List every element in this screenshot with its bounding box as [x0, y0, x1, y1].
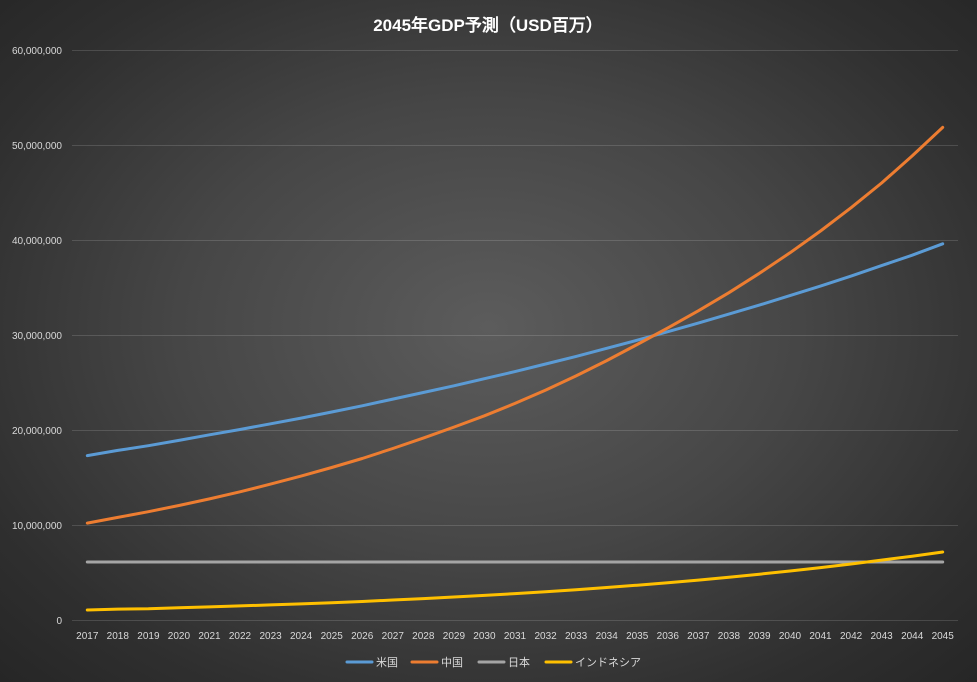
- x-tick-label: 2041: [809, 631, 832, 642]
- y-tick-label: 50,000,000: [12, 141, 62, 152]
- x-tick-label: 2043: [870, 631, 893, 642]
- y-tick-label: 0: [56, 616, 62, 627]
- legend: 米国 中国 日本 インドネシア: [345, 655, 641, 669]
- series-line-indonesia: [85, 550, 945, 612]
- x-tick-label: 2024: [290, 631, 313, 642]
- legend-item-usa: 米国: [345, 656, 398, 669]
- x-tick-label: 2027: [382, 631, 405, 642]
- legend-label-usa: 米国: [376, 656, 398, 669]
- legend-item-indonesia: インドネシア: [544, 656, 641, 669]
- x-tick-label: 2017: [76, 631, 99, 642]
- x-tick-label: 2034: [596, 631, 619, 642]
- chart-title: 2045年GDP予測（USD百万）: [373, 15, 603, 35]
- legend-label-indonesia: インドネシア: [575, 656, 641, 669]
- x-tick-label: 2042: [840, 631, 863, 642]
- x-tick-label: 2031: [504, 631, 527, 642]
- x-tick-label: 2036: [657, 631, 680, 642]
- legend-label-china: 中国: [441, 656, 463, 669]
- legend-label-japan: 日本: [508, 655, 530, 669]
- x-tick-label: 2045: [932, 631, 955, 642]
- series-line-china: [85, 125, 945, 525]
- x-tick-label: 2029: [443, 631, 466, 642]
- y-axis-tick-labels: 0 10,000,000 20,000,000 30,000,000 40,000,00…: [12, 46, 63, 627]
- x-tick-label: 2022: [229, 631, 252, 642]
- y-tick-label: 40,000,000: [12, 236, 62, 247]
- x-tick-label: 2044: [901, 631, 924, 642]
- x-tick-label: 2020: [168, 631, 191, 642]
- series-lines: [85, 125, 945, 612]
- y-tick-label: 20,000,000: [12, 426, 62, 437]
- series-line-usa: [85, 242, 945, 458]
- x-tick-label: 2037: [687, 631, 710, 642]
- x-tick-label: 2023: [259, 631, 282, 642]
- x-tick-label: 2033: [565, 631, 588, 642]
- x-tick-label: 2030: [473, 631, 496, 642]
- x-tick-label: 2040: [779, 631, 802, 642]
- gridlines: [72, 50, 958, 621]
- x-tick-label: 2021: [198, 631, 221, 642]
- y-tick-label: 30,000,000: [12, 331, 62, 342]
- y-tick-label: 60,000,000: [12, 46, 62, 57]
- x-tick-label: 2019: [137, 631, 160, 642]
- x-tick-label: 2039: [748, 631, 771, 642]
- x-tick-label: 2025: [321, 631, 344, 642]
- x-axis-tick-labels: 2017 2018 2019 2020 2021 2022 2023 2024 2025 2026…: [76, 631, 954, 642]
- x-tick-label: 2026: [351, 631, 374, 642]
- x-tick-label: 2038: [718, 631, 741, 642]
- y-tick-label: 10,000,000: [12, 521, 62, 532]
- legend-item-china: 中国: [410, 656, 463, 669]
- x-tick-label: 2018: [107, 631, 130, 642]
- legend-item-japan: 日本: [477, 655, 530, 669]
- x-tick-label: 2028: [412, 631, 435, 642]
- x-tick-label: 2035: [626, 631, 649, 642]
- x-tick-label: 2032: [534, 631, 557, 642]
